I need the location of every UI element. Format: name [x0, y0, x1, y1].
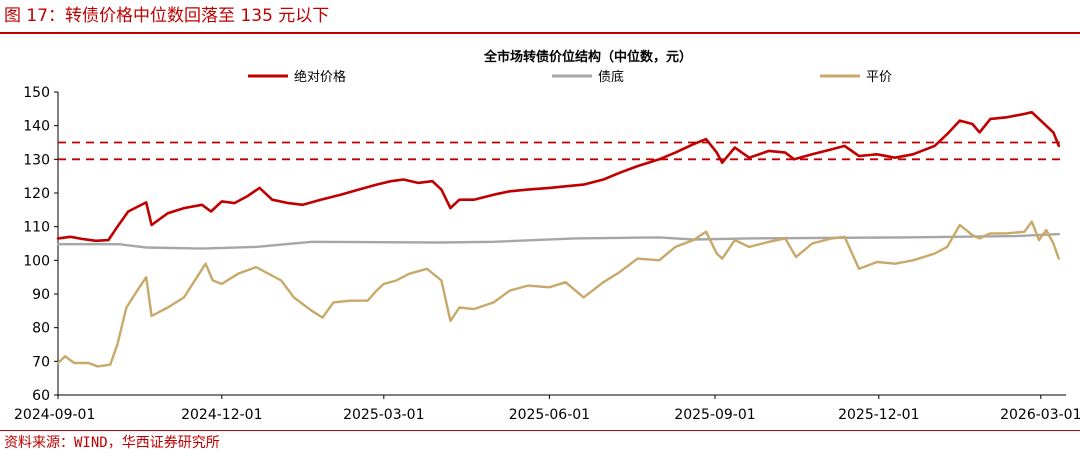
legend-label-2: 平价 [866, 70, 892, 85]
y-tick-label: 80 [32, 321, 50, 337]
y-tick-label: 140 [23, 119, 50, 135]
reference-lines [58, 141, 1066, 161]
series-lines [56, 110, 1061, 368]
x-tick-label: 2026-03-01 [1000, 407, 1080, 423]
y-tick-label: 110 [23, 220, 50, 236]
x-tick-label: 2024-12-01 [181, 407, 262, 423]
y-tick-label: 150 [23, 85, 50, 101]
y-tick-label: 130 [23, 152, 50, 168]
x-tick-label: 2025-09-01 [674, 407, 755, 423]
series-line-1 [56, 232, 1060, 250]
source-divider [0, 430, 1080, 431]
series-line-0 [56, 110, 1061, 243]
chart-title: 全市场转债价位结构（中位数，元） [483, 49, 692, 65]
price-structure-chart: 全市场转债价位结构（中位数，元） 绝对价格 债底 平价 60 70 80 90 100 110… [14, 49, 1080, 423]
legend-label-0: 绝对价格 [294, 69, 346, 85]
x-tick-label: 2025-06-01 [509, 407, 590, 423]
x-tick-label: 2025-12-01 [838, 407, 919, 423]
y-tick-label: 90 [32, 287, 50, 303]
series-line-2 [56, 220, 1060, 368]
y-tick-label: 100 [23, 253, 50, 269]
x-tick-label: 2025-03-01 [343, 407, 424, 423]
y-tick-label: 60 [32, 388, 50, 404]
title-divider [0, 32, 1080, 34]
legend-label-1: 债底 [598, 69, 624, 85]
source-note: 资料来源：WIND，华西证券研究所 [4, 435, 220, 451]
y-tick-label: 70 [32, 354, 50, 370]
axes: 60 70 80 90 100 110 120 130 140 150 2024-09-01 2024… [14, 85, 1080, 423]
legend: 绝对价格 债底 平价 [248, 69, 892, 85]
y-tick-label: 120 [23, 186, 50, 202]
figure-title: 图 17：转债价格中位数回落至 135 元以下 [4, 6, 330, 26]
x-tick-label: 2024-09-01 [14, 407, 95, 423]
